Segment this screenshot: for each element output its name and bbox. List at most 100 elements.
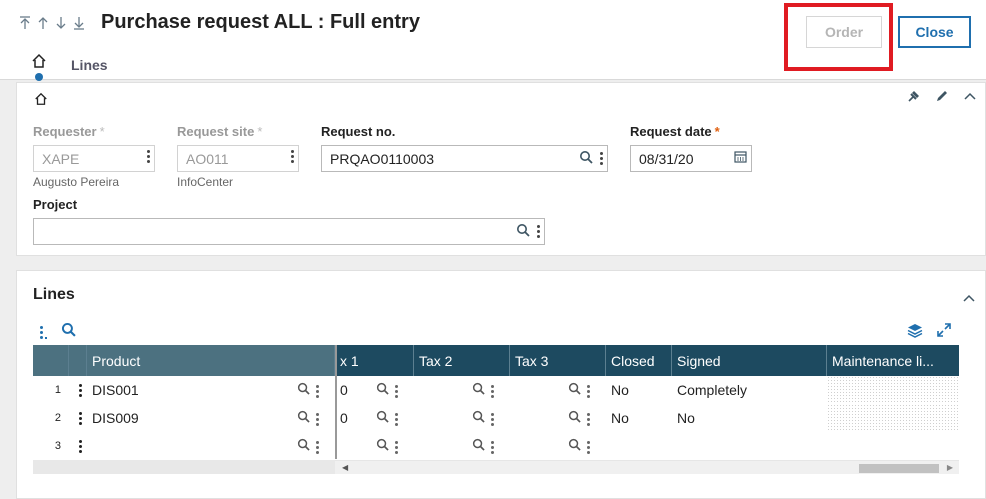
search-icon[interactable] — [61, 322, 76, 342]
kebab-icon[interactable] — [490, 384, 494, 398]
search-icon[interactable] — [297, 382, 310, 400]
pencil-icon[interactable] — [935, 89, 949, 103]
column-header-signed[interactable]: Signed — [672, 345, 827, 376]
tax1-cell[interactable] — [335, 432, 371, 460]
top-bar: Purchase request ALL : Full entry Order … — [0, 0, 986, 81]
kebab-icon[interactable] — [490, 412, 494, 426]
requester-value: XAPE — [42, 150, 80, 167]
table-row[interactable]: 3 — [33, 432, 959, 460]
column-header-maintenance[interactable]: Maintenance li... — [832, 352, 934, 369]
pin-icon[interactable] — [907, 89, 921, 103]
first-record-icon[interactable] — [18, 14, 32, 32]
table-row[interactable]: 2 DIS009 0 No No — [33, 404, 959, 432]
table-row[interactable]: 1 DIS001 0 No Completely — [33, 376, 959, 404]
column-header-tax1[interactable]: x 1 — [335, 345, 414, 376]
kebab-icon[interactable] — [394, 440, 398, 454]
cell-tools — [472, 438, 494, 456]
maintenance-cell[interactable] — [827, 376, 959, 404]
kebab-icon[interactable] — [315, 440, 319, 454]
scrollbar-thumb[interactable] — [859, 464, 939, 473]
search-icon[interactable] — [297, 410, 310, 428]
column-header-tax2[interactable]: Tax 2 — [414, 345, 510, 376]
kebab-icon[interactable] — [536, 225, 540, 238]
row-number: 2 — [54, 412, 61, 424]
search-icon[interactable] — [376, 438, 389, 456]
cell-tools — [376, 438, 398, 456]
site-field[interactable]: AO011 — [177, 145, 299, 172]
row-menu[interactable] — [69, 404, 87, 432]
section-toolbar — [907, 89, 977, 103]
column-header-closed[interactable]: Closed — [606, 345, 672, 376]
kebab-icon[interactable] — [599, 152, 603, 165]
row-number: 1 — [54, 384, 61, 396]
request-no-label: Request no. — [321, 124, 396, 139]
project-field[interactable] — [33, 218, 545, 245]
kebab-icon[interactable] — [315, 412, 319, 426]
requester-field[interactable]: XAPE — [33, 145, 155, 172]
required-marker: * — [257, 124, 263, 139]
horizontal-scrollbar[interactable]: ◀ ▶ — [335, 460, 959, 474]
tax1-cell[interactable]: 0 — [340, 382, 348, 398]
last-record-icon[interactable] — [72, 14, 86, 32]
signed-cell[interactable] — [672, 432, 827, 460]
kebab-icon[interactable] — [586, 412, 590, 426]
calendar-icon[interactable] — [734, 150, 747, 166]
lines-section: Lines Product x 1 Tax 2 Tax 3 Closed Sig… — [16, 270, 986, 499]
project-label: Project — [33, 197, 78, 212]
home-icon[interactable] — [34, 92, 48, 106]
column-header-product[interactable]: Product — [87, 345, 335, 376]
kebab-icon[interactable] — [315, 384, 319, 398]
request-no-field[interactable]: PRQAO0110003 — [321, 145, 608, 172]
kebab-icon[interactable] — [394, 412, 398, 426]
closed-cell[interactable] — [606, 432, 672, 460]
grid-actions-icon[interactable] — [39, 325, 47, 339]
cell-tools — [568, 410, 590, 428]
signed-cell[interactable]: No — [677, 410, 695, 426]
product-cell[interactable]: DIS009 — [92, 410, 139, 426]
order-button[interactable]: Order — [806, 16, 882, 48]
expand-icon[interactable] — [937, 323, 951, 343]
search-icon[interactable] — [516, 223, 530, 240]
chevron-up-icon[interactable] — [963, 290, 975, 302]
closed-cell[interactable]: No — [611, 382, 629, 398]
scroll-right-icon[interactable]: ▶ — [946, 463, 953, 472]
row-menu[interactable] — [69, 432, 87, 460]
search-icon[interactable] — [472, 382, 485, 400]
cell-tools — [568, 382, 590, 400]
request-date-value: 08/31/20 — [639, 150, 694, 167]
search-icon[interactable] — [376, 410, 389, 428]
site-label-text: Request site — [177, 124, 255, 139]
close-button[interactable]: Close — [898, 16, 971, 48]
previous-record-icon[interactable] — [36, 14, 50, 32]
product-cell[interactable]: DIS001 — [92, 382, 139, 398]
home-icon[interactable] — [31, 53, 47, 69]
closed-cell[interactable]: No — [611, 410, 629, 426]
search-icon[interactable] — [568, 438, 581, 456]
row-menu[interactable] — [69, 376, 87, 404]
search-icon[interactable] — [568, 382, 581, 400]
cell-tools — [568, 438, 590, 456]
search-icon[interactable] — [472, 438, 485, 456]
signed-cell[interactable]: Completely — [677, 382, 748, 398]
kebab-icon[interactable] — [290, 150, 294, 163]
tax1-cell[interactable]: 0 — [340, 410, 348, 426]
kebab-icon[interactable] — [146, 150, 150, 163]
search-icon[interactable] — [472, 410, 485, 428]
kebab-icon[interactable] — [394, 384, 398, 398]
kebab-icon[interactable] — [490, 440, 494, 454]
scroll-left-icon[interactable]: ◀ — [342, 463, 349, 472]
tab-lines[interactable]: Lines — [71, 57, 108, 73]
search-icon[interactable] — [579, 150, 593, 167]
chevron-up-icon[interactable] — [963, 89, 977, 103]
next-record-icon[interactable] — [54, 14, 68, 32]
search-icon[interactable] — [297, 438, 310, 456]
kebab-icon[interactable] — [586, 440, 590, 454]
row-number: 3 — [54, 440, 61, 452]
request-date-field[interactable]: 08/31/20 — [630, 145, 752, 172]
kebab-icon[interactable] — [586, 384, 590, 398]
maintenance-cell[interactable] — [827, 404, 959, 432]
search-icon[interactable] — [376, 382, 389, 400]
layers-icon[interactable] — [907, 323, 923, 343]
column-header-tax3[interactable]: Tax 3 — [510, 345, 606, 376]
search-icon[interactable] — [568, 410, 581, 428]
